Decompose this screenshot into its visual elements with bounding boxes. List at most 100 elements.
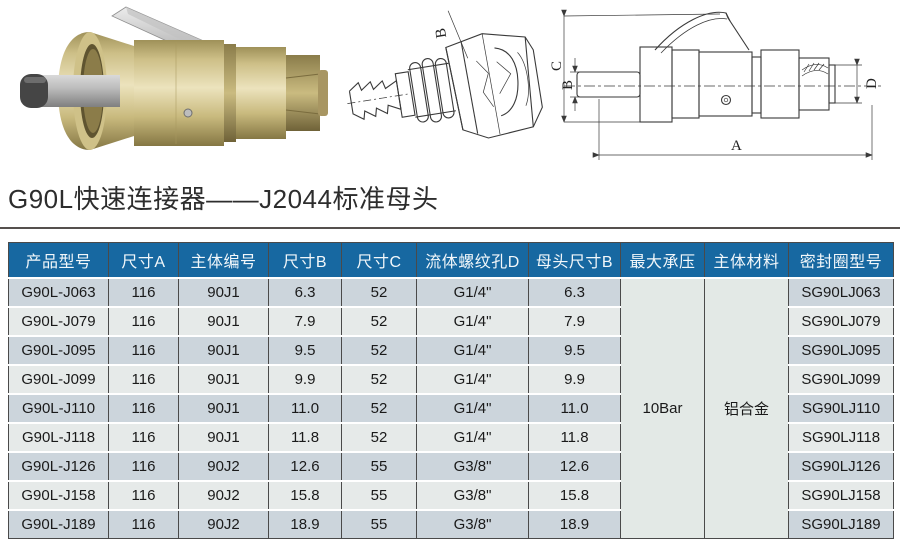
dimension-d: D bbox=[835, 58, 880, 104]
table-cell: G90L-J158 bbox=[8, 480, 109, 511]
table-cell: 116 bbox=[108, 364, 179, 395]
table-cell: G1/4" bbox=[416, 306, 529, 337]
seal-ring-cell: SG90LJ126 bbox=[788, 451, 894, 482]
seal-ring-cell: SG90LJ189 bbox=[788, 509, 894, 539]
table-cell: 116 bbox=[108, 306, 179, 337]
table-cell: 12.6 bbox=[528, 451, 621, 482]
table-row: G90L-J110 116 90J1 11.0 52 G1/4" 11.0 SG90LJ110 bbox=[8, 393, 894, 424]
iso-barbed-stem bbox=[347, 71, 416, 121]
column-header: 尺寸A bbox=[108, 242, 179, 279]
table-cell: 55 bbox=[341, 509, 417, 539]
table-cell: G90L-J063 bbox=[8, 277, 109, 308]
iso-collar-cutaway bbox=[445, 33, 543, 139]
table-cell: 7.9 bbox=[268, 306, 342, 337]
table-row: G90L-J158 116 90J2 15.8 55 G3/8" 15.8 SG90LJ158 bbox=[8, 480, 894, 511]
dimension-b: B bbox=[560, 58, 580, 111]
table-cell: 55 bbox=[341, 451, 417, 482]
table-cell: 18.9 bbox=[528, 509, 621, 539]
table-cell: 9.5 bbox=[528, 335, 621, 366]
table-cell: 116 bbox=[108, 480, 179, 511]
column-header: 尺寸C bbox=[341, 242, 417, 279]
dim-label-c: C bbox=[550, 61, 565, 71]
product-photo bbox=[20, 6, 328, 150]
column-header: 产品型号 bbox=[8, 242, 109, 279]
connector-hex-end bbox=[285, 55, 328, 131]
table-cell: 116 bbox=[108, 335, 179, 366]
seal-ring-cell: SG90LJ158 bbox=[788, 480, 894, 511]
column-header: 最大承压 bbox=[620, 242, 705, 279]
iso-oring-grooves bbox=[407, 57, 456, 123]
figures-row: B bbox=[0, 0, 900, 172]
column-header: 主体编号 bbox=[178, 242, 269, 279]
table-cell: 15.8 bbox=[528, 480, 621, 511]
connector-tube bbox=[20, 74, 120, 108]
table-cell: G3/8" bbox=[416, 480, 529, 511]
table-cell: G1/4" bbox=[416, 393, 529, 424]
table-cell: 9.9 bbox=[268, 364, 342, 395]
table-cell: G1/4" bbox=[416, 335, 529, 366]
table-cell: 90J2 bbox=[178, 480, 269, 511]
table-cell: 116 bbox=[108, 393, 179, 424]
table-cell: G1/4" bbox=[416, 277, 529, 308]
body-material-cell: 铝合金 bbox=[704, 277, 789, 539]
side-view-drawing: C B D A bbox=[550, 9, 884, 160]
header-row: 产品型号 尺寸A 主体编号 尺寸B 尺寸C 流体螺纹孔D 母头尺寸B 最大承压 主体材料 密封圈型… bbox=[8, 242, 894, 279]
table-cell: G90L-J099 bbox=[8, 364, 109, 395]
side-lever-outline bbox=[654, 11, 750, 54]
table-row: G90L-J189 116 90J2 18.9 55 G3/8" 18.9 SG90LJ189 bbox=[8, 509, 894, 539]
table-cell: 90J1 bbox=[178, 422, 269, 453]
table-cell: 116 bbox=[108, 277, 179, 308]
table-cell: 52 bbox=[341, 335, 417, 366]
table-cell: G1/4" bbox=[416, 364, 529, 395]
table-cell: 116 bbox=[108, 509, 179, 539]
table-cell: 18.9 bbox=[268, 509, 342, 539]
column-header: 密封圈型号 bbox=[788, 242, 894, 279]
table-cell: 15.8 bbox=[268, 480, 342, 511]
thread-hatch bbox=[801, 62, 829, 77]
table-cell: 6.3 bbox=[528, 277, 621, 308]
table-cell: 9.9 bbox=[528, 364, 621, 395]
table-cell: 7.9 bbox=[528, 306, 621, 337]
column-header: 尺寸B bbox=[268, 242, 342, 279]
dim-label-d: D bbox=[864, 78, 880, 89]
connector-body bbox=[134, 40, 286, 146]
table-cell: 90J1 bbox=[178, 306, 269, 337]
spec-table-head: 产品型号 尺寸A 主体编号 尺寸B 尺寸C 流体螺纹孔D 母头尺寸B 最大承压 主体材料 密封圈型… bbox=[8, 242, 894, 279]
table-cell: 52 bbox=[341, 277, 417, 308]
spec-table: 产品型号 尺寸A 主体编号 尺寸B 尺寸C 流体螺纹孔D 母头尺寸B 最大承压 主体材料 密封圈型… bbox=[8, 242, 894, 539]
seal-ring-cell: SG90LJ110 bbox=[788, 393, 894, 424]
column-header: 流体螺纹孔D bbox=[416, 242, 529, 279]
table-cell: 12.6 bbox=[268, 451, 342, 482]
dimension-c: C bbox=[550, 9, 721, 123]
iso-dim-leader: B bbox=[433, 10, 469, 59]
table-cell: 9.5 bbox=[268, 335, 342, 366]
table-row: G90L-J126 116 90J2 12.6 55 G3/8" 12.6 SG90LJ126 bbox=[8, 451, 894, 482]
table-cell: 116 bbox=[108, 422, 179, 453]
max-pressure-cell: 10Bar bbox=[620, 277, 705, 539]
table-cell: 52 bbox=[341, 393, 417, 424]
table-cell: 52 bbox=[341, 306, 417, 337]
iso-cutaway-drawing: B bbox=[347, 10, 543, 139]
side-body-outline bbox=[576, 11, 836, 123]
table-row: G90L-J095 116 90J1 9.5 52 G1/4" 9.5 SG90LJ095 bbox=[8, 335, 894, 366]
table-cell: 90J2 bbox=[178, 509, 269, 539]
table-cell: 52 bbox=[341, 422, 417, 453]
seal-ring-cell: SG90LJ095 bbox=[788, 335, 894, 366]
page-title: G90L快速连接器——J2044标准母头 bbox=[8, 184, 439, 214]
table-cell: 90J1 bbox=[178, 393, 269, 424]
table-cell: G1/4" bbox=[416, 422, 529, 453]
dim-label-b: B bbox=[560, 80, 576, 90]
title-divider bbox=[0, 227, 900, 229]
table-cell: G90L-J095 bbox=[8, 335, 109, 366]
table-cell: 11.8 bbox=[268, 422, 342, 453]
table-row: G90L-J099 116 90J1 9.9 52 G1/4" 9.9 SG90LJ099 bbox=[8, 364, 894, 395]
table-cell: G90L-J079 bbox=[8, 306, 109, 337]
table-cell: 11.8 bbox=[528, 422, 621, 453]
table-cell: G90L-J118 bbox=[8, 422, 109, 453]
seal-ring-cell: SG90LJ118 bbox=[788, 422, 894, 453]
table-cell: 52 bbox=[341, 364, 417, 395]
table-cell: 11.0 bbox=[528, 393, 621, 424]
table-cell: 90J1 bbox=[178, 335, 269, 366]
table-cell: G3/8" bbox=[416, 509, 529, 539]
table-cell: 11.0 bbox=[268, 393, 342, 424]
